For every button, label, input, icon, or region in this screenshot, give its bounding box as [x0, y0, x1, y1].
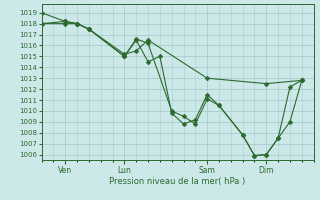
X-axis label: Pression niveau de la mer( hPa ): Pression niveau de la mer( hPa ): [109, 177, 246, 186]
